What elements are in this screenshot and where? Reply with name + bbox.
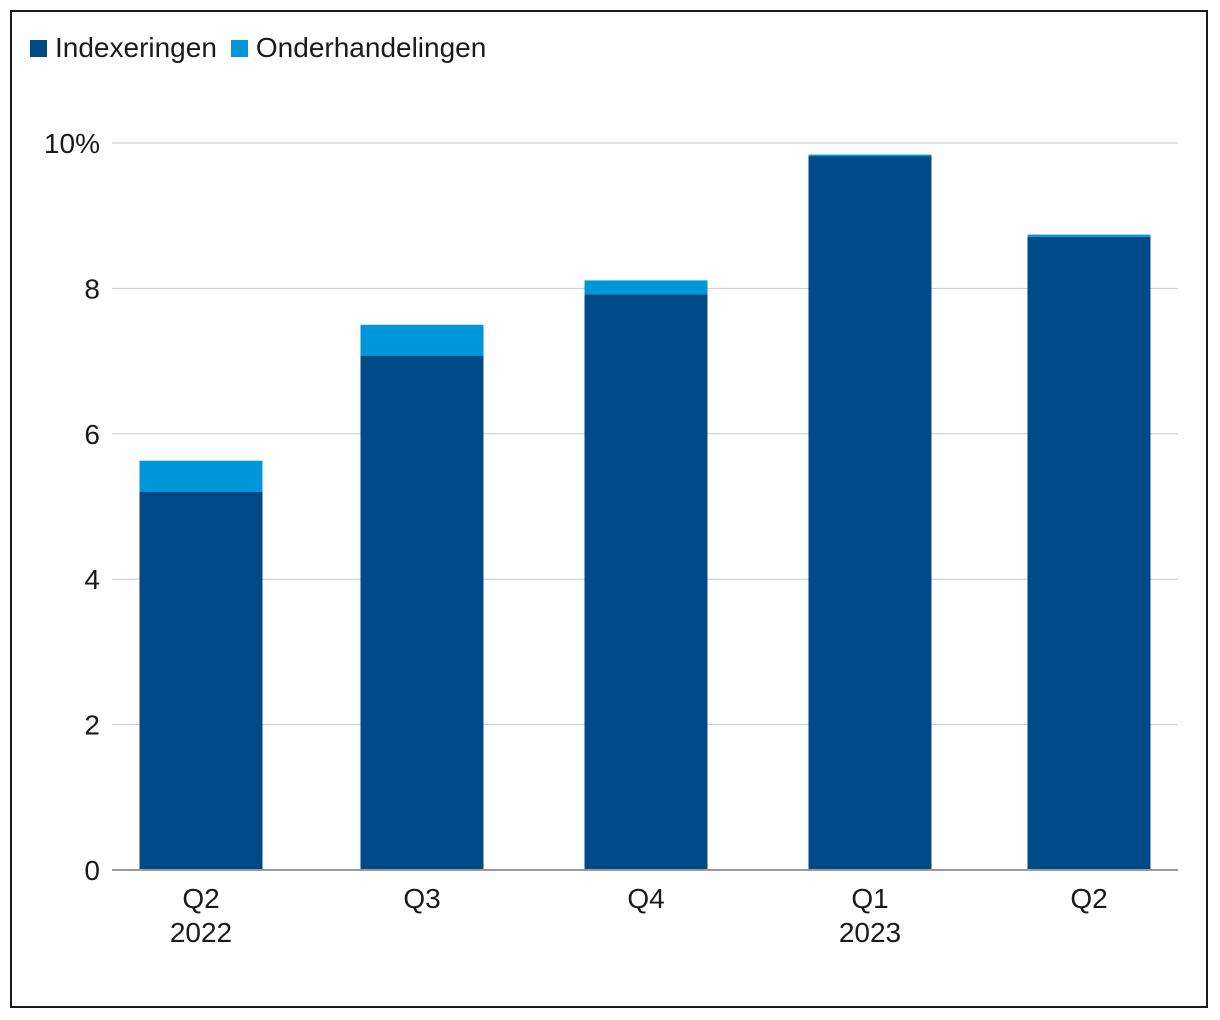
x-tick-label-1: Q3	[403, 883, 440, 914]
legend-item-onderhandelingen: Onderhandelingen	[230, 32, 487, 64]
x-tick-label-2: Q4	[627, 883, 664, 914]
legend: Indexeringen Onderhandelingen	[30, 30, 500, 66]
bar-onderhandelingen-1	[360, 324, 484, 357]
y-tick-label-10: 10%	[44, 128, 100, 159]
legend-swatch-onderhandelingen	[230, 39, 248, 57]
bar-indexeringen-4	[1027, 236, 1151, 870]
bar-indexeringen-2	[584, 294, 708, 870]
bar-onderhandelingen-3	[808, 154, 932, 157]
bar-onderhandelingen-4	[1027, 234, 1151, 237]
bar-onderhandelingen-2	[584, 280, 708, 295]
bar-indexeringen-0	[139, 491, 263, 870]
x-tick-sublabel-3: 2023	[839, 917, 901, 948]
x-tick-label-4: Q2	[1070, 883, 1107, 914]
y-tick-label-0: 0	[84, 855, 100, 886]
legend-swatch-indexeringen	[30, 39, 47, 57]
bar-indexeringen-1	[360, 356, 484, 870]
y-tick-label-6: 6	[84, 419, 100, 450]
legend-label-indexeringen: Indexeringen	[55, 32, 217, 63]
y-tick-label-2: 2	[84, 710, 100, 741]
legend-item-indexeringen: Indexeringen	[30, 32, 217, 64]
y-tick-label-8: 8	[84, 273, 100, 304]
x-tick-label-3: Q1	[851, 883, 888, 914]
bar-onderhandelingen-0	[139, 460, 263, 492]
y-tick-label-4: 4	[84, 564, 100, 595]
x-tick-label-0: Q2	[182, 883, 219, 914]
x-tick-sublabel-0: 2022	[170, 917, 232, 948]
bar-indexeringen-3	[808, 156, 932, 870]
legend-label-onderhandelingen: Onderhandelingen	[255, 32, 487, 63]
